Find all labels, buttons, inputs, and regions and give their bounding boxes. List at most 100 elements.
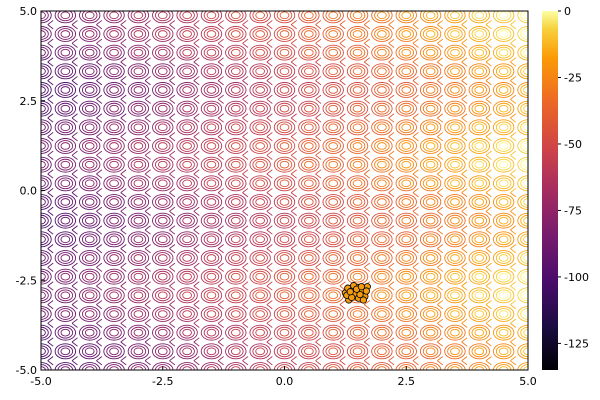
- contour-ring: [279, 11, 290, 20]
- contour-saddle-line: [144, 136, 151, 156]
- contour-ring: [130, 140, 147, 152]
- contour-ring: [179, 270, 195, 283]
- contour-saddle-line: [339, 98, 346, 119]
- contour-ring: [79, 343, 101, 360]
- contour-saddle-line: [120, 24, 127, 44]
- contour-saddle-line: [47, 360, 54, 366]
- y-tick-label: -2.5: [16, 274, 37, 287]
- contour-ring: [276, 233, 293, 246]
- contour-saddle-line: [510, 80, 517, 100]
- contour-ring: [322, 156, 344, 173]
- contour-saddle-line: [193, 229, 200, 250]
- contour-ring: [57, 121, 74, 134]
- contour-ring: [398, 196, 415, 208]
- contour-ring: [422, 233, 439, 246]
- contour-ring: [182, 235, 192, 244]
- contour-ring: [495, 102, 512, 115]
- contour-ring: [228, 270, 244, 283]
- contour-ring: [298, 324, 320, 341]
- contour-saddle-line: [120, 248, 127, 268]
- contour-ring: [228, 233, 244, 246]
- contour-ring: [471, 102, 488, 115]
- contour-ring: [374, 289, 390, 302]
- contour-ring: [328, 291, 339, 300]
- contour-ring: [401, 235, 412, 244]
- contour-saddle-line: [96, 173, 103, 194]
- contour-ring: [249, 138, 271, 154]
- contour-ring: [157, 198, 168, 206]
- contour-ring: [84, 235, 95, 244]
- contour-ring: [304, 328, 314, 337]
- contour-ring: [395, 268, 417, 285]
- contour-ring: [176, 287, 198, 304]
- contour-saddle-line: [485, 136, 492, 156]
- contour-saddle-line: [71, 117, 78, 138]
- contour-ring: [84, 142, 95, 150]
- contour-saddle-line: [169, 98, 176, 119]
- contour-ring: [374, 11, 390, 22]
- contour-ring: [230, 198, 241, 206]
- contour-ring: [352, 216, 363, 225]
- contour-ring: [154, 326, 171, 339]
- contour-ring: [425, 179, 436, 188]
- contour-ring: [176, 44, 198, 61]
- contour-saddle-line: [96, 248, 103, 268]
- contour-ring: [517, 324, 528, 341]
- contour-ring: [498, 291, 509, 300]
- contour-ring: [60, 235, 71, 244]
- contour-ring: [57, 65, 74, 78]
- contour-ring: [450, 30, 460, 38]
- contour-saddle-line: [461, 322, 468, 343]
- contour-ring: [474, 216, 485, 225]
- contour-saddle-line: [363, 20, 371, 25]
- contour-saddle-line: [290, 154, 297, 175]
- contour-ring: [176, 306, 198, 322]
- contour-ring: [152, 11, 174, 24]
- contour-ring: [225, 63, 247, 80]
- contour-ring: [422, 46, 439, 59]
- contour-ring: [492, 175, 515, 192]
- contour-ring: [322, 175, 344, 192]
- contour-ring: [371, 44, 393, 61]
- contour-saddle-line: [169, 304, 176, 324]
- contour-ring: [425, 142, 436, 150]
- contour-ring: [225, 11, 247, 24]
- contour-ring: [157, 328, 168, 337]
- colorbar-tick-label: -75: [564, 204, 582, 217]
- contour-ring: [495, 214, 512, 227]
- contour-ring: [401, 216, 412, 225]
- contour-ring: [182, 11, 192, 20]
- contour-saddle-line: [242, 266, 249, 287]
- contour-ring: [109, 11, 119, 20]
- contour-ring: [154, 345, 171, 358]
- contour-ring: [377, 347, 387, 356]
- contour-ring: [304, 86, 314, 94]
- contour-ring: [419, 82, 442, 98]
- contour-ring: [225, 100, 247, 117]
- contour-ring: [520, 308, 528, 320]
- contour-ring: [228, 345, 244, 358]
- contour-ring: [157, 254, 168, 262]
- contour-ring: [517, 231, 528, 248]
- contour-saddle-line: [412, 266, 419, 287]
- contour-ring: [57, 289, 74, 302]
- contour-saddle-line: [388, 173, 395, 194]
- contour-ring: [228, 289, 244, 302]
- contour-ring: [325, 252, 341, 264]
- contour-ring: [322, 250, 344, 266]
- contour-saddle-line: [96, 154, 103, 175]
- contour-ring: [206, 142, 217, 150]
- contour-ring: [130, 270, 147, 283]
- contour-saddle-line: [412, 42, 419, 63]
- contour-saddle-line: [412, 61, 419, 82]
- contour-ring: [304, 160, 314, 169]
- contour-ring: [279, 67, 290, 76]
- contour-ring: [225, 26, 247, 42]
- contour-ring: [374, 270, 390, 283]
- contour-ring: [447, 252, 463, 264]
- contour-ring: [422, 158, 439, 171]
- contour-ring: [398, 214, 415, 227]
- contour-saddle-line: [388, 80, 395, 100]
- contour-ring: [255, 235, 265, 244]
